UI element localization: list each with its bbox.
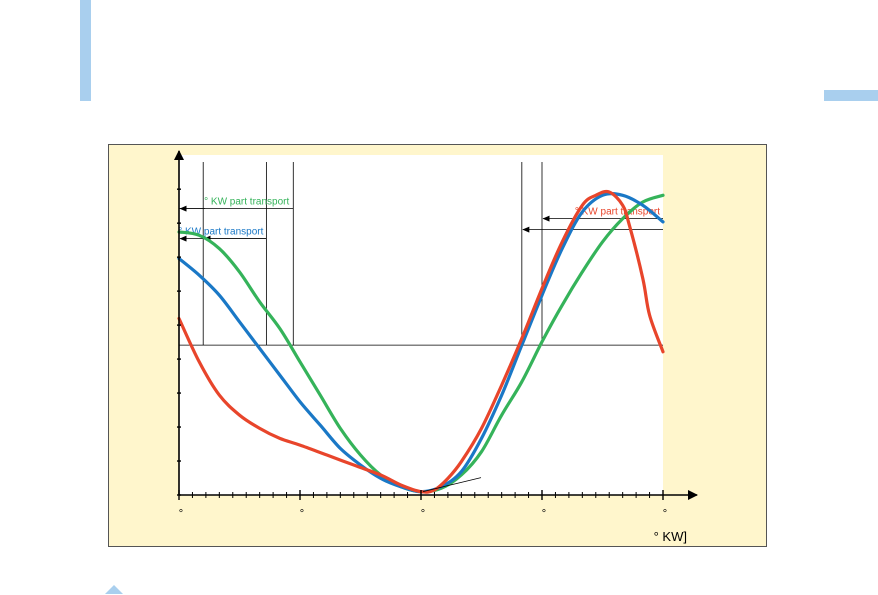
x-tick-label: ° [179, 508, 183, 520]
annotation-label: ° KW part transport [178, 227, 263, 238]
accent-bar-left [80, 0, 91, 101]
x-tick-label: ° [300, 508, 304, 520]
nav-up-icon[interactable] [105, 585, 123, 594]
x-tick-label: ° [542, 508, 546, 520]
annotation-label: ° KW part transport [204, 197, 289, 208]
x-tick-label: ° [421, 508, 425, 520]
leader-line [422, 477, 482, 493]
valve-lift-chart: ° KW part transport ° KW part transport ° … [174, 150, 698, 544]
series-line-1 [177, 189, 665, 494]
x-axis-label: ° KW] [654, 529, 687, 544]
annotation-label: ° KW part transport [575, 207, 660, 218]
accent-bar-right [824, 90, 878, 101]
chart-panel: ° KW part transport ° KW part transport ° … [108, 144, 767, 547]
x-tick-label: ° [663, 508, 667, 520]
